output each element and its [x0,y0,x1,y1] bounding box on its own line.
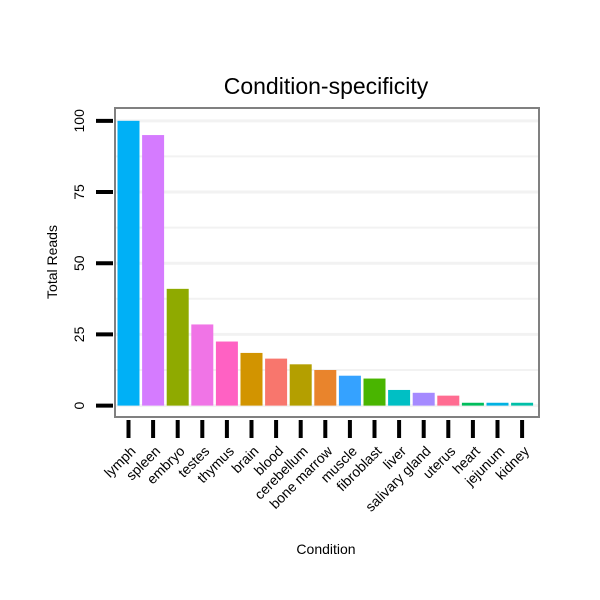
bar-thymus [215,341,238,406]
bar-muscle [338,375,361,406]
bar-fibroblast [363,378,386,406]
bar-embryo [166,288,189,406]
y-axis: 0 25 50 75 100 [71,109,113,410]
bar-lymph [117,120,140,406]
y-tick-label: 75 [71,184,87,200]
y-tick-label: 50 [71,255,87,271]
bar-jejunum [486,402,509,406]
bar-bone-marrow [314,370,337,406]
bars [117,120,534,406]
bar-liver [388,389,411,406]
y-tick-label: 25 [71,326,87,342]
chart-title: Condition-specificity [224,73,429,99]
bar-cerebellum [289,364,312,406]
bar-brain [240,352,263,406]
bar-salivary-gland [412,392,435,406]
bar-uterus [437,395,460,406]
x-axis-title: Condition [296,541,355,557]
bar-kidney [511,402,534,406]
bar-heart [461,402,484,406]
plot-panel-border [114,107,540,418]
bar-testes [191,324,214,406]
bar-blood [265,358,288,406]
y-axis-title: Total Reads [44,225,60,299]
y-tick-label: 100 [71,109,87,133]
bar-spleen [142,135,165,406]
y-tick-label: 0 [71,402,87,410]
